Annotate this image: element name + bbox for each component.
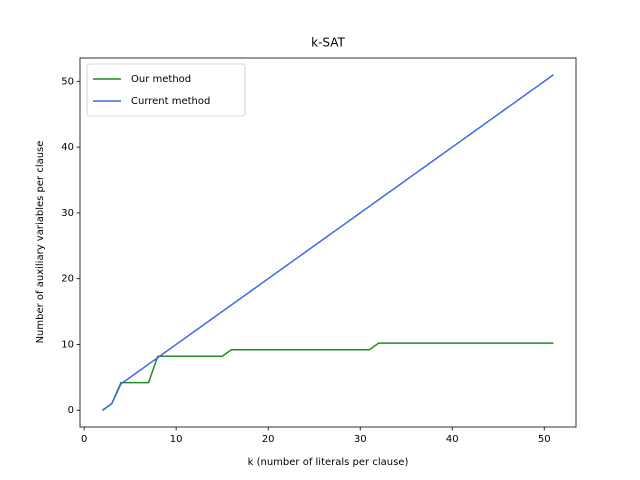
x-axis-label: k (number of literals per clause) bbox=[248, 457, 409, 468]
y-axis-label: Number of auxiliary variables per clause bbox=[35, 141, 46, 344]
y-tick-label: 20 bbox=[61, 274, 74, 285]
chart-title: k-SAT bbox=[311, 36, 345, 50]
y-tick-label: 40 bbox=[61, 142, 74, 153]
axes-frame bbox=[79, 57, 577, 428]
x-tick-label: 50 bbox=[538, 434, 551, 445]
y-tick-label: 50 bbox=[61, 76, 74, 87]
x-tick-label: 0 bbox=[81, 434, 87, 445]
x-tick-label: 10 bbox=[170, 434, 183, 445]
x-tick-label: 20 bbox=[262, 434, 275, 445]
legend-label: Current method bbox=[131, 96, 210, 107]
data-line bbox=[102, 342, 554, 411]
x-tick-label: 30 bbox=[354, 434, 367, 445]
y-tick-label: 0 bbox=[68, 405, 74, 416]
legend-label: Our method bbox=[131, 74, 191, 85]
x-tick-label: 40 bbox=[446, 434, 459, 445]
legend-box bbox=[86, 63, 246, 117]
data-line bbox=[102, 74, 554, 411]
legend: Our method Current method bbox=[86, 63, 246, 117]
y-tick-label: 10 bbox=[61, 339, 74, 350]
y-tick-label: 30 bbox=[61, 208, 74, 219]
